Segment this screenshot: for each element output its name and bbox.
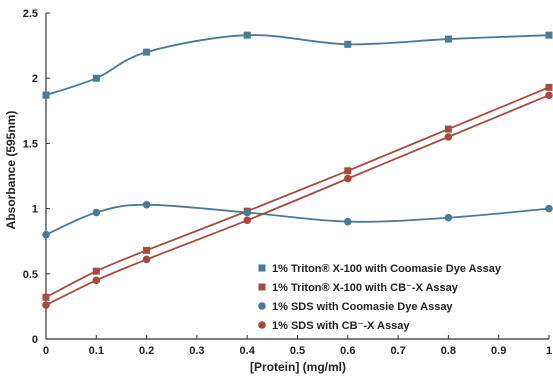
data-point [92,74,100,82]
x-tick-label: 0.2 [139,345,154,357]
data-point [143,48,151,56]
axes: 0 0.1 0.2 0.3 0.4 0.5 0.6 0.7 0.8 0.9 1 0 0.5 1 1.5 2 2.… [23,8,552,357]
x-tick-label: 1 [546,345,552,357]
series-layer [42,31,553,309]
data-point [243,31,251,39]
data-point [42,301,50,309]
x-tick-label: 0 [43,345,49,357]
data-point [344,167,352,175]
data-point [243,208,251,217]
data-point [545,31,553,39]
data-point [344,40,352,48]
x-tick-label: 0.4 [240,345,256,357]
series-line [45,203,550,236]
legend: 1% Triton® X-100 with Coomasie Dye Assay… [258,263,502,332]
y-tick-label: 2 [32,73,38,85]
data-point [42,91,50,99]
data-point [42,293,50,301]
legend-label: 1% SDS with Coomasie Dye Assay [272,301,453,313]
series-1 [42,31,553,99]
data-point [344,174,352,183]
legend-marker [258,321,266,329]
data-point [545,91,553,99]
data-point [92,208,101,217]
data-point [444,133,453,141]
series-4 [42,91,553,309]
data-point [344,217,352,226]
x-tick-label: 0.9 [491,345,506,357]
y-axis-title: Absorbance (595nm) [4,111,18,230]
legend-marker [258,264,266,272]
series-line [45,34,550,97]
x-tick-label: 0.3 [189,345,204,357]
x-tick-label: 0.1 [89,345,104,357]
data-point [545,204,553,213]
y-tick-label: 0 [32,334,38,346]
y-tick-label: 2.5 [23,8,38,20]
data-point [92,276,101,285]
data-point [142,255,151,264]
x-axis-title: [Protein] (mg/ml) [250,360,346,374]
data-point [143,246,151,254]
legend-marker [258,302,266,310]
series-3 [42,200,553,239]
x-tick-label: 0.7 [390,345,405,357]
legend-label: 1% Triton® X-100 with Coomasie Dye Assay [272,263,502,275]
data-point [42,230,50,239]
data-point [243,216,251,225]
data-point [545,83,553,91]
x-tick-label: 0.5 [290,345,305,357]
legend-marker [258,283,266,291]
data-point [444,35,452,43]
legend-label: 1% SDS with CB⁻-X Assay [272,320,410,332]
y-tick-label: 1 [32,204,38,216]
x-tick-label: 0.8 [441,345,456,357]
data-point [444,213,453,222]
data-point [142,200,151,209]
data-point [444,125,452,133]
y-tick-label: 1.5 [23,138,38,150]
legend-label: 1% Triton® X-100 with CB⁻-X Assay [272,282,459,294]
data-point [92,267,100,275]
x-tick-label: 0.6 [340,345,355,357]
y-tick-label: 0.5 [23,269,38,281]
